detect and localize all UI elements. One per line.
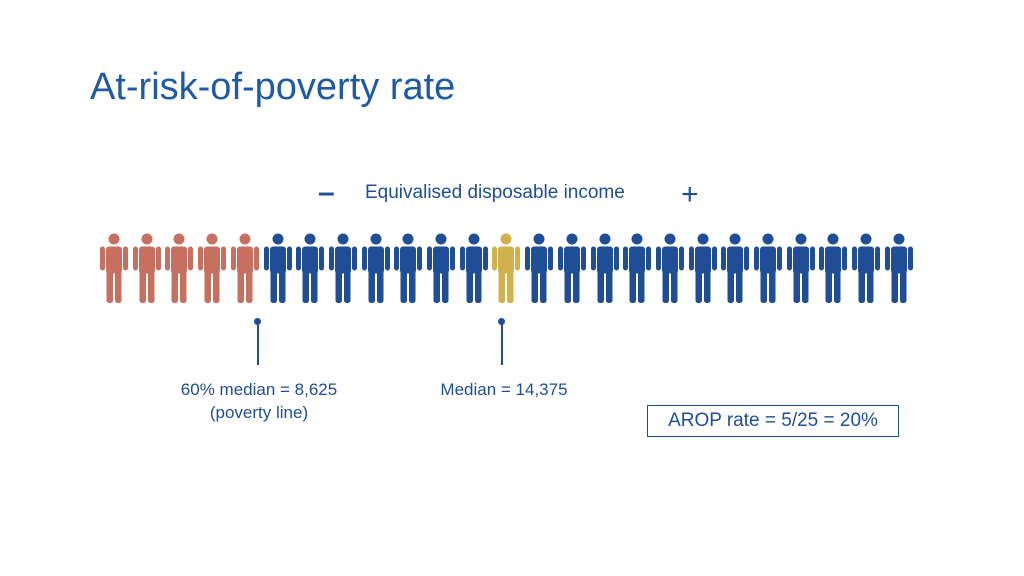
person-icon-median (490, 233, 522, 305)
axis-label: Equivalised disposable income (365, 182, 625, 203)
person-icon (392, 233, 424, 305)
person-icon (523, 233, 555, 305)
arop-rate-box: AROP rate = 5/25 = 20% (647, 405, 899, 437)
income-axis: – Equivalised disposable income + (318, 178, 718, 212)
person-icon (621, 233, 653, 305)
poverty-line-caption: (poverty line) (209, 403, 309, 422)
person-icon-at-risk (196, 233, 228, 305)
people-row (98, 233, 913, 305)
poverty-line-value: 60% median = 8,625 (180, 380, 338, 399)
median-value: Median = 14,375 (440, 380, 568, 399)
person-icon (883, 233, 915, 305)
person-icon (425, 233, 457, 305)
person-icon-at-risk (163, 233, 195, 305)
median-marker (498, 318, 506, 366)
median-dot (498, 318, 505, 325)
person-icon (687, 233, 719, 305)
person-icon (294, 233, 326, 305)
person-icon-at-risk (229, 233, 261, 305)
person-icon (654, 233, 686, 305)
person-icon-at-risk (98, 233, 130, 305)
person-icon (556, 233, 588, 305)
person-icon (327, 233, 359, 305)
person-icon (817, 233, 849, 305)
person-icon (360, 233, 392, 305)
median-label: Median = 14,375 (412, 378, 596, 401)
person-icon (785, 233, 817, 305)
plus-icon: + (681, 178, 699, 211)
poverty-line-label: 60% median = 8,625 (poverty line) (158, 378, 360, 424)
poverty-line-dot (254, 318, 261, 325)
person-icon (850, 233, 882, 305)
person-icon (262, 233, 294, 305)
minus-icon: – (318, 176, 335, 209)
person-icon (458, 233, 490, 305)
person-icon (589, 233, 621, 305)
poverty-line-marker (254, 318, 262, 366)
median-stem (501, 323, 503, 365)
poverty-line-stem (257, 323, 259, 365)
person-icon (752, 233, 784, 305)
person-icon (719, 233, 751, 305)
page-title: At-risk-of-poverty rate (90, 66, 456, 108)
person-icon-at-risk (131, 233, 163, 305)
